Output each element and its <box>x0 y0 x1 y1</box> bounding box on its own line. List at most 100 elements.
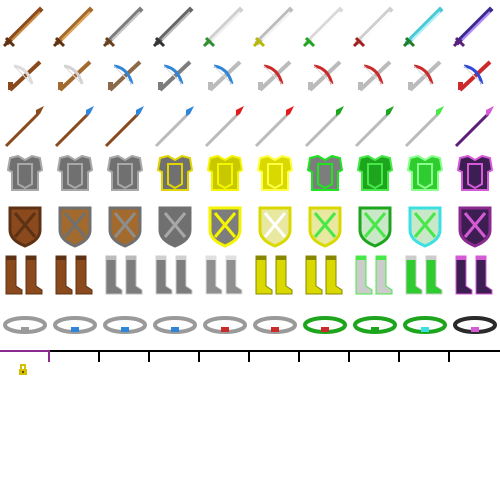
void-ring-icon <box>453 316 497 334</box>
sprite-cell[interactable] <box>400 50 450 100</box>
sprite-cell[interactable] <box>0 300 50 350</box>
gold-crossbow-icon <box>258 60 292 92</box>
wooden-sword-icon <box>2 6 44 48</box>
sprite-cell[interactable] <box>150 150 200 200</box>
copper-spear-icon <box>54 106 94 148</box>
sprite-cell[interactable] <box>300 0 350 50</box>
sprite-cell[interactable] <box>100 0 150 50</box>
sprite-cell[interactable] <box>200 150 250 200</box>
sprite-cell[interactable] <box>200 50 250 100</box>
emerald-sword-icon <box>302 6 344 48</box>
emerald-crossbow-icon <box>308 60 342 92</box>
sprite-cell[interactable] <box>450 150 500 200</box>
sprite-cell[interactable] <box>350 0 400 50</box>
sprite-cell[interactable] <box>200 100 250 150</box>
sprite-cell[interactable] <box>150 0 200 50</box>
sprite-cell[interactable] <box>200 250 250 300</box>
emerald-spear-icon <box>304 106 344 148</box>
sprite-cell[interactable] <box>350 50 400 100</box>
sprite-cell[interactable] <box>350 250 400 300</box>
sprite-cell[interactable] <box>450 300 500 350</box>
ruler-tick <box>198 350 200 362</box>
ruler-tick <box>398 350 400 362</box>
sprite-cell[interactable] <box>250 300 300 350</box>
sprite-cell[interactable] <box>100 300 150 350</box>
sprite-cell[interactable] <box>450 100 500 150</box>
sprite-cell[interactable] <box>100 150 150 200</box>
sprite-cell[interactable] <box>150 100 200 150</box>
sprite-cell[interactable] <box>400 150 450 200</box>
ruby-ring-icon <box>253 316 297 334</box>
sprite-cell[interactable] <box>0 100 50 150</box>
sprite-cell[interactable] <box>300 50 350 100</box>
sprite-cell[interactable] <box>250 200 300 250</box>
emerald-ring-icon <box>353 316 397 334</box>
steel-chestplate-icon <box>156 154 194 191</box>
sprite-cell[interactable] <box>50 50 100 100</box>
sprite-cell[interactable] <box>100 100 150 150</box>
silver-shield-icon <box>208 206 242 248</box>
sprite-cell[interactable] <box>300 150 350 200</box>
emerald-ring-ruby-icon <box>303 316 347 334</box>
sprite-cell[interactable] <box>450 0 500 50</box>
void-crossbow-icon <box>458 60 492 92</box>
lock-icon[interactable] <box>16 363 30 377</box>
ruby-ring-small-icon <box>203 316 247 334</box>
sprite-cell[interactable] <box>250 0 300 50</box>
sprite-cell[interactable] <box>50 300 100 350</box>
sprite-cell[interactable] <box>200 200 250 250</box>
sprite-cell[interactable] <box>300 200 350 250</box>
sprite-cell[interactable] <box>200 300 250 350</box>
sprite-cell[interactable] <box>450 50 500 100</box>
sprite-cell[interactable] <box>50 100 100 150</box>
sprite-cell[interactable] <box>50 0 100 50</box>
ruler-tick <box>248 350 250 362</box>
ruler-tick <box>448 350 450 362</box>
sprite-cell[interactable] <box>150 300 200 350</box>
silver-chestplate-icon <box>206 154 244 191</box>
sprite-cell[interactable] <box>250 100 300 150</box>
sprite-cell[interactable] <box>200 0 250 50</box>
sprite-cell[interactable] <box>50 150 100 200</box>
sprite-cell[interactable] <box>250 250 300 300</box>
sprite-cell[interactable] <box>400 100 450 150</box>
sprite-cell[interactable] <box>250 150 300 200</box>
sprite-cell[interactable] <box>100 200 150 250</box>
iron-spear-icon <box>104 106 144 148</box>
sprite-cell[interactable] <box>350 200 400 250</box>
sprite-cell[interactable] <box>300 300 350 350</box>
diamond-sword-icon <box>402 6 444 48</box>
sprite-cell[interactable] <box>450 200 500 250</box>
sprite-cell[interactable] <box>150 200 200 250</box>
wooden-shield-icon <box>8 206 42 248</box>
sprite-cell[interactable] <box>350 150 400 200</box>
sprite-cell[interactable] <box>350 300 400 350</box>
sprite-cell[interactable] <box>100 50 150 100</box>
sprite-cell[interactable] <box>0 250 50 300</box>
sprite-cell[interactable] <box>50 250 100 300</box>
sprite-cell[interactable] <box>300 100 350 150</box>
copper-chestplate-icon <box>56 154 94 191</box>
sprite-cell[interactable] <box>0 50 50 100</box>
sprite-cell[interactable] <box>250 50 300 100</box>
steel-sword-icon <box>152 6 194 48</box>
sprite-cell[interactable] <box>450 250 500 300</box>
sprite-cell[interactable] <box>400 300 450 350</box>
sprite-cell[interactable] <box>150 50 200 100</box>
ruby-sword-icon <box>352 6 394 48</box>
sprite-cell[interactable] <box>400 250 450 300</box>
sprite-cell[interactable] <box>350 100 400 150</box>
sprite-cell[interactable] <box>0 150 50 200</box>
sprite-cell[interactable] <box>300 250 350 300</box>
sprite-cell[interactable] <box>50 200 100 250</box>
sprite-cell[interactable] <box>400 200 450 250</box>
sprite-cell[interactable] <box>400 0 450 50</box>
diamond-chestplate-icon <box>406 154 444 191</box>
sprite-cell[interactable] <box>150 250 200 300</box>
sprite-cell[interactable] <box>0 200 50 250</box>
row-spears <box>0 100 500 150</box>
sprite-cell[interactable] <box>0 0 50 50</box>
sprite-cell[interactable] <box>100 250 150 300</box>
ruler-tick <box>98 350 100 362</box>
